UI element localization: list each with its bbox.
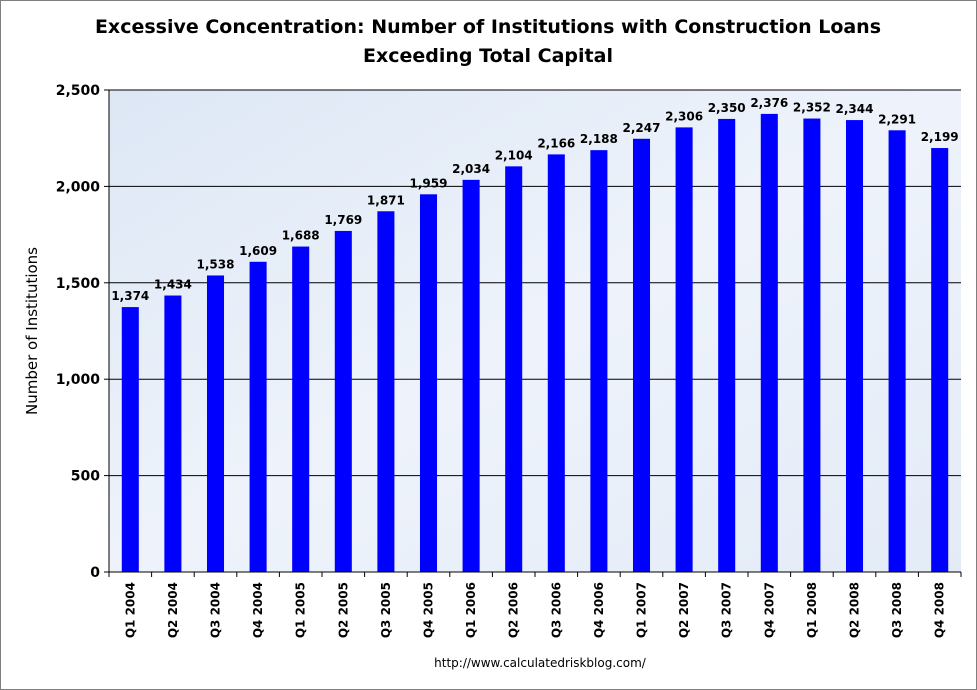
data-label: 1,871	[367, 193, 405, 207]
data-label: 2,104	[495, 148, 533, 162]
bar	[164, 295, 182, 572]
x-tick-label: Q2 2004	[166, 582, 180, 638]
bar	[718, 118, 736, 573]
x-tick-label: Q4 2007	[762, 582, 776, 638]
bar	[334, 230, 352, 572]
chart-title: Excessive Concentration: Number of Insti…	[95, 16, 881, 38]
y-tick-label: 500	[71, 469, 100, 485]
source-link[interactable]: http://www.calculatedriskblog.com/	[434, 656, 647, 670]
bar	[547, 154, 565, 572]
data-label: 2,291	[878, 112, 916, 126]
y-tick-label: 2,000	[56, 179, 101, 195]
x-tick-label: Q1 2004	[123, 582, 137, 638]
bar	[206, 275, 225, 572]
y-tick-label: 1,000	[56, 372, 101, 388]
y-tick-label: 2,500	[56, 83, 101, 99]
x-tick-label: Q1 2005	[294, 582, 308, 638]
x-tick-label: Q3 2007	[720, 582, 734, 638]
x-tick-label: Q4 2004	[251, 582, 265, 638]
chart-subtitle: Exceeding Total Capital	[363, 45, 613, 67]
data-label: 2,350	[708, 101, 746, 115]
data-label: 1,688	[282, 229, 320, 243]
data-label: 2,344	[836, 102, 874, 116]
y-axis-label: Number of Institutions	[23, 247, 41, 415]
bar	[632, 138, 651, 573]
bar	[419, 194, 438, 572]
data-label: 2,306	[665, 109, 703, 123]
bar	[249, 261, 267, 572]
data-label: 2,188	[580, 132, 618, 146]
data-label: 1,609	[239, 244, 277, 258]
data-label: 2,166	[537, 136, 575, 150]
x-tick-label: Q3 2005	[379, 582, 393, 638]
bar	[377, 211, 395, 573]
x-tick-label: Q1 2008	[805, 582, 819, 638]
x-tick-label: Q4 2008	[933, 582, 947, 638]
bar	[675, 127, 693, 572]
x-tick-label: Q2 2006	[507, 582, 521, 638]
data-label: 2,199	[921, 130, 959, 144]
data-label: 1,374	[111, 289, 149, 303]
x-tick-label: Q4 2006	[592, 582, 606, 638]
bar	[931, 148, 949, 572]
plot-area	[109, 90, 961, 572]
data-labels: 1,374 1,434 1,538 1,609 1,688 1,769 1,871 1,959…	[111, 96, 958, 303]
data-label: 2,247	[623, 121, 661, 135]
data-label: 1,538	[197, 257, 235, 271]
x-tick-label: Q3 2004	[209, 582, 223, 638]
bar-series	[121, 113, 949, 573]
bar	[888, 130, 906, 572]
x-tick-label: Q2 2007	[677, 582, 691, 638]
bar	[505, 166, 523, 572]
x-tick-label: Q1 2007	[635, 582, 649, 638]
x-tick-label: Q3 2008	[890, 582, 904, 638]
data-label: 2,376	[750, 96, 788, 110]
x-tick-label: Q4 2005	[422, 582, 436, 638]
bar	[845, 120, 864, 573]
x-tick-label: Q2 2008	[848, 582, 862, 638]
bar	[803, 118, 821, 573]
y-axis-ticks: 0 500 1,000 1,500 2,000 2,500	[56, 83, 109, 581]
data-label: 1,434	[154, 278, 192, 292]
x-tick-label: Q1 2006	[464, 582, 478, 638]
data-label: 2,352	[793, 101, 831, 115]
bar	[590, 150, 608, 572]
data-label: 1,769	[324, 213, 362, 227]
x-tick-label: Q2 2005	[336, 582, 350, 638]
bar	[760, 113, 778, 573]
x-tick-label: Q3 2006	[549, 582, 563, 638]
bar	[292, 246, 310, 573]
data-label: 2,034	[452, 162, 490, 176]
x-axis-ticks: Q1 2004 Q2 2004 Q3 2004 Q4 2004 Q1 2005 Q2 20…	[108, 572, 962, 638]
y-tick-label: 0	[90, 565, 100, 581]
data-label: 1,959	[410, 176, 448, 190]
bar	[462, 179, 480, 573]
bar	[121, 307, 139, 572]
y-tick-label: 1,500	[56, 276, 101, 292]
